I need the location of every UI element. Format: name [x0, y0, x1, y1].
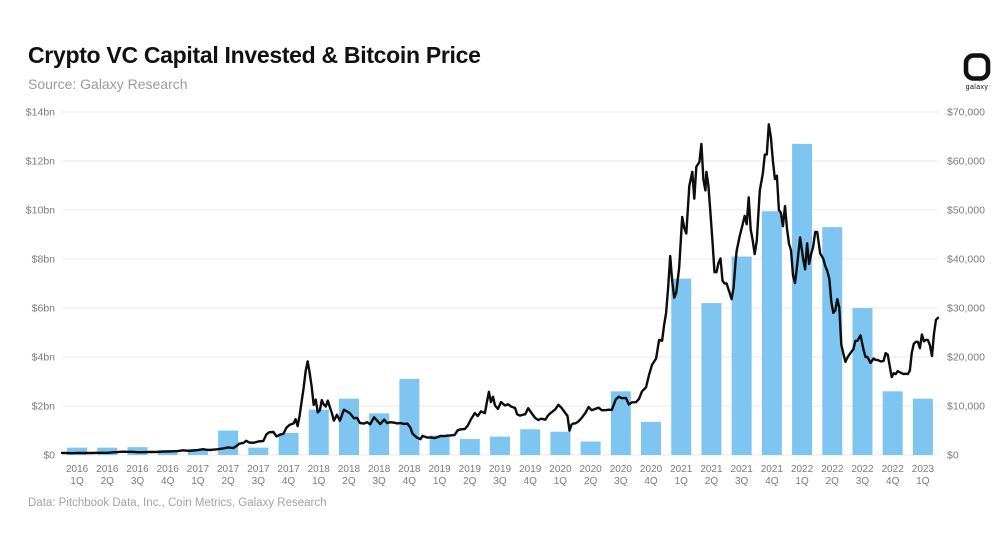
x-axis-label: 2018 4Q — [398, 464, 421, 487]
x-axis-label: 2021 3Q — [731, 464, 754, 487]
vc-bar — [882, 391, 903, 455]
vc-bar — [459, 439, 480, 455]
vc-bar — [278, 432, 299, 455]
vc-bar — [338, 398, 359, 455]
vc-bar — [429, 435, 450, 455]
vc-bar — [580, 441, 601, 455]
x-axis-label: 2017 4Q — [277, 464, 300, 487]
x-axis-label: 2019 2Q — [459, 464, 482, 487]
vc-bar — [912, 398, 933, 455]
vc-bar — [308, 409, 329, 455]
y-axis-label-left: $2bn — [32, 401, 56, 413]
vc-bar — [852, 308, 873, 455]
x-axis-label: 2020 1Q — [549, 464, 572, 487]
vc-bar — [550, 431, 571, 455]
x-axis-label: 2017 2Q — [217, 464, 240, 487]
x-axis-label: 2018 3Q — [368, 464, 391, 487]
x-axis-label: 2020 4Q — [640, 464, 663, 487]
vc-bar — [701, 303, 722, 455]
y-axis-label-left: $4bn — [32, 352, 56, 364]
x-axis-label: 2020 3Q — [610, 464, 633, 487]
y-axis-label-right: $60,000 — [947, 156, 985, 168]
vc-bar — [792, 143, 813, 455]
x-axis-label: 2021 2Q — [700, 464, 723, 487]
x-axis-label: 2019 1Q — [428, 464, 451, 487]
x-axis-label: 2016 3Q — [126, 464, 149, 487]
x-axis-label: 2022 1Q — [791, 464, 814, 487]
vc-bar — [67, 447, 88, 455]
x-axis-label: 2021 4Q — [761, 464, 784, 487]
vc-bar — [610, 391, 631, 455]
vc-bar — [187, 448, 208, 455]
galaxy-helmet-icon — [963, 53, 991, 81]
galaxy-logo: galaxy — [955, 52, 999, 91]
y-axis-label-right: $40,000 — [947, 254, 985, 266]
vc-bar — [761, 211, 782, 455]
data-credit: Data: Pitchbook Data, Inc., Coin Metrics… — [28, 497, 327, 509]
source-label: Source: Galaxy Research — [28, 76, 188, 92]
vc-bar — [369, 413, 390, 455]
y-axis-label-left: $12bn — [26, 156, 55, 168]
x-axis-label: 2016 2Q — [96, 464, 119, 487]
galaxy-logo-label: galaxy — [965, 84, 989, 91]
vc-bar — [97, 447, 118, 455]
y-axis-label-right: $20,000 — [947, 352, 985, 364]
vc-bar — [520, 429, 541, 455]
vc-bar — [641, 421, 662, 455]
x-axis-label: 2020 2Q — [579, 464, 602, 487]
x-axis-label: 2021 1Q — [670, 464, 693, 487]
x-axis-label: 2023 1Q — [912, 464, 935, 487]
y-axis-label-right: $10,000 — [947, 401, 985, 413]
x-axis-label: 2019 3Q — [489, 464, 512, 487]
y-axis-label-right: $70,000 — [947, 107, 985, 119]
y-axis-label-right: $30,000 — [947, 303, 985, 315]
x-axis-label: 2017 1Q — [187, 464, 210, 487]
page-title: Crypto VC Capital Invested & Bitcoin Pri… — [28, 42, 481, 68]
x-axis-label: 2022 4Q — [882, 464, 905, 487]
vc-bar — [399, 379, 420, 455]
x-axis-label: 2022 2Q — [821, 464, 844, 487]
x-axis-label: 2018 2Q — [338, 464, 361, 487]
y-axis-label-left: $6bn — [32, 303, 56, 315]
x-axis-label: 2022 3Q — [851, 464, 874, 487]
vc-bar — [822, 227, 843, 455]
vc-bar — [218, 430, 239, 455]
x-axis-label: 2018 1Q — [308, 464, 331, 487]
y-axis-label-left: $10bn — [26, 205, 55, 217]
x-axis-label: 2016 1Q — [66, 464, 89, 487]
y-axis-label-right: $50,000 — [947, 205, 985, 217]
vc-bar — [731, 256, 752, 455]
vc-bar — [490, 436, 510, 455]
vc-bar — [671, 278, 692, 455]
y-axis-label-left: $14bn — [26, 107, 55, 119]
y-axis-label-left: $0 — [43, 450, 55, 462]
x-axis-label: 2016 4Q — [157, 464, 180, 487]
y-axis-label-right: $0 — [947, 450, 959, 462]
btc-price-line — [60, 123, 940, 455]
y-axis-label-left: $8bn — [32, 254, 56, 266]
vc-bar — [248, 447, 269, 455]
x-axis-label: 2019 4Q — [519, 464, 542, 487]
x-axis-label: 2017 3Q — [247, 464, 270, 487]
